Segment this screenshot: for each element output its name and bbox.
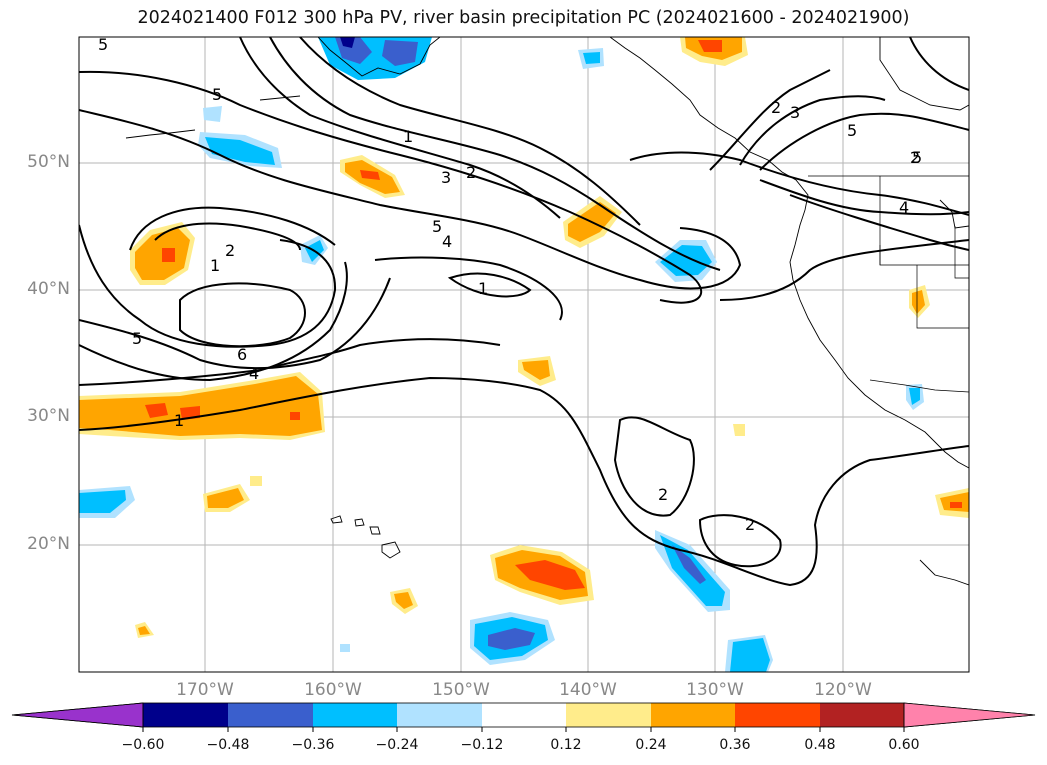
lon-label: 170°W: [176, 680, 234, 700]
colorbar-swatch: [313, 703, 397, 727]
contour-label: 2: [225, 241, 235, 260]
colorbar-tick-label: −0.60: [121, 737, 165, 753]
colorbar-swatch: [228, 703, 313, 727]
contour-label: 3: [790, 103, 800, 122]
colorbar-swatch: [735, 703, 820, 727]
lat-label: 40°N: [27, 279, 70, 299]
lon-label: 130°W: [686, 680, 744, 700]
contour-label: 2: [466, 163, 476, 182]
colorbar-ticks: [142, 727, 905, 732]
map-title: 2024021400 F012 300 hPa PV, river basin …: [137, 8, 910, 28]
colorbar-swatch: [820, 703, 904, 727]
contour-label: 5: [847, 121, 857, 140]
contour-label: 5: [132, 329, 142, 348]
colorbar-tick-label: −0.12: [460, 737, 504, 753]
contour-label: 5: [212, 85, 222, 104]
colorbar-tick-label: −0.24: [375, 737, 419, 753]
colorbar-extend-min: [11, 702, 144, 728]
contour-label: 6: [237, 345, 247, 364]
colorbar-tick-label: 0.60: [888, 737, 920, 753]
contour-label: 5: [98, 35, 108, 54]
contour-label: 4: [249, 364, 259, 383]
colorbar-tick-label: 0.48: [804, 737, 836, 753]
contour-label: 1: [174, 411, 184, 430]
contour-label: 5: [912, 148, 922, 167]
colorbar-tick-label: 0.12: [550, 737, 582, 753]
contour-label: 2: [771, 98, 781, 117]
colorbar-tick-label: −0.48: [206, 737, 250, 753]
lat-label: 30°N: [27, 406, 70, 426]
lon-label: 160°W: [304, 680, 362, 700]
lat-label: 50°N: [27, 152, 70, 172]
lat-label: 20°N: [27, 534, 70, 554]
contour-label: 2: [745, 515, 755, 534]
lon-label: 120°W: [814, 680, 872, 700]
contour-labels: 5 5 1 2 3 2 5 4 1 1 5 6 4 1 2 3 5 5 4 2 …: [98, 35, 922, 534]
colorbar-tick-label: 0.36: [719, 737, 751, 753]
plot-frame: [78, 36, 970, 673]
lon-label: 140°W: [559, 680, 617, 700]
contour-label: 4: [442, 232, 452, 251]
contour-label: 2: [658, 485, 668, 504]
pv-contours: [79, 37, 969, 587]
positive-pc-patches: [79, 37, 969, 638]
colorbar-swatch: [904, 703, 1035, 727]
colorbar-swatch: [482, 703, 566, 727]
lon-label: 150°W: [432, 680, 490, 700]
colorbar-swatch: [143, 703, 228, 727]
colorbar-tick-label: −0.36: [291, 737, 335, 753]
colorbar-swatch: [397, 703, 482, 727]
colorbar-swatch: [566, 703, 651, 727]
contour-label: 3: [441, 168, 451, 187]
colorbar-tick-label: 0.24: [635, 737, 667, 753]
borders: [808, 175, 969, 393]
negative-pc-patches: [79, 37, 924, 672]
colorbar-swatch: [651, 703, 735, 727]
contour-label: 4: [899, 198, 909, 217]
contour-label: 1: [478, 279, 488, 298]
colorbar: [11, 702, 1036, 732]
contour-label: 1: [210, 256, 220, 275]
contour-label: 1: [403, 127, 413, 146]
coastlines: [125, 37, 969, 586]
contour-label: 5: [432, 217, 442, 236]
